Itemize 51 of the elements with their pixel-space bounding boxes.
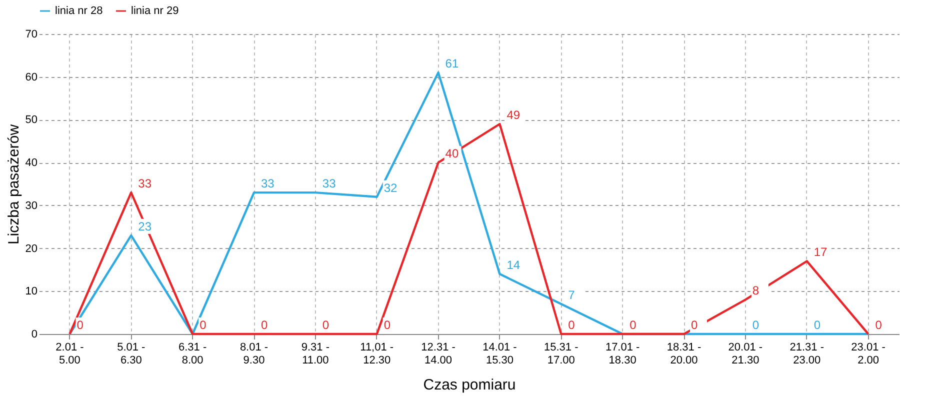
x-tick-label: 8.01 - 9.30 <box>240 342 268 366</box>
data-label: 0 <box>200 318 207 332</box>
x-tick-label: 6.31 - 8.00 <box>178 342 207 366</box>
legend-label: linia nr 28 <box>55 5 103 17</box>
data-label: 0 <box>76 318 84 332</box>
data-label: 0 <box>752 318 760 332</box>
y-tick-label: 0 <box>31 328 38 340</box>
data-label: 49 <box>506 108 520 122</box>
y-tick-label: 50 <box>25 114 38 126</box>
data-label: 0 <box>875 318 882 332</box>
data-label: 0 <box>261 318 268 332</box>
legend-label: linia nr 29 <box>131 5 179 17</box>
line-series <box>68 122 870 336</box>
x-tick-label: 11,01 - 12.30 <box>360 342 394 366</box>
x-tick-label: 18.31 - 20.00 <box>666 342 702 366</box>
line-series <box>68 71 870 336</box>
data-label: 8 <box>752 284 760 298</box>
x-tick-label: 17.01 - 18.30 <box>605 342 640 366</box>
x-tick-label: 20.01 - 21.30 <box>728 342 763 366</box>
data-label: 33 <box>138 176 152 191</box>
x-axis-title: Czas pomiaru <box>423 376 516 394</box>
x-tick-label: 14.01 - 15.30 <box>482 342 518 366</box>
y-tick-label: 30 <box>25 200 38 212</box>
x-tick-label: 5.01 - 6.30 <box>117 342 146 366</box>
y-tick-label: 40 <box>25 157 38 170</box>
x-tick-label: 23.01 - 2.00 <box>851 342 886 366</box>
x-tick-label: 12.31 - 14.00 <box>421 342 456 366</box>
data-label: 0 <box>630 318 637 332</box>
y-tick-label: 60 <box>25 71 38 84</box>
x-tick-label: 15.31 - 17.00 <box>544 342 579 366</box>
data-label: 40 <box>445 146 459 161</box>
y-tick-label: 10 <box>25 286 38 298</box>
y-axis-title: Liczba pasażerów <box>5 124 22 245</box>
data-label: 17 <box>814 245 828 260</box>
x-tick-label: 21.31 - 23.00 <box>790 342 824 366</box>
data-label: 33 <box>261 176 275 191</box>
y-tick-label: 20 <box>25 242 38 255</box>
data-label: 0 <box>691 318 698 332</box>
y-tick-label: 70 <box>25 28 38 40</box>
data-label: 0 <box>568 318 576 332</box>
data-label: 0 <box>322 318 330 332</box>
data-label: 33 <box>322 176 336 191</box>
data-label: 7 <box>568 288 576 302</box>
data-label: 61 <box>445 56 459 71</box>
data-label: 0 <box>384 318 391 332</box>
data-label: 23 <box>138 219 152 234</box>
x-tick-label: 2.01 - 5.00 <box>56 342 84 366</box>
data-label: 14 <box>506 258 520 272</box>
data-label: 0 <box>814 318 821 332</box>
data-label: 32 <box>384 180 398 195</box>
x-tick-label: 9.31 - 11.00 <box>301 342 330 366</box>
